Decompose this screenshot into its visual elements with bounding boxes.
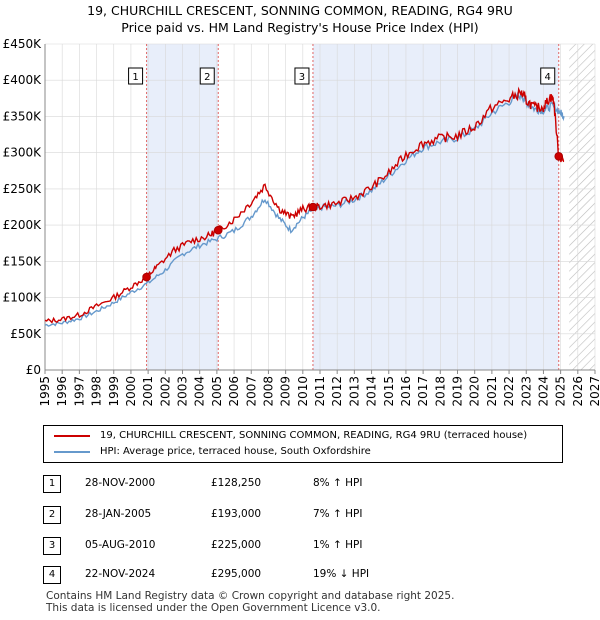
transaction-hpi-change: 1% ↑ HPI (313, 539, 363, 551)
transaction-date: 05-AUG-2010 (85, 539, 156, 551)
transaction-number: 4 (43, 566, 61, 584)
transaction-number: 3 (43, 537, 61, 555)
y-tick-label: £200K (3, 218, 43, 232)
price-chart: £0 £50K £100K £150K £200K £250K £300K £350K £400… (3, 37, 600, 407)
property-price-line (44, 86, 565, 324)
x-tick-label: 2008 (261, 376, 275, 407)
y-tick-label: £300K (3, 146, 43, 160)
legend-swatch-property (54, 435, 90, 437)
transaction-number: 1 (43, 475, 61, 493)
x-tick-label: 1999 (107, 376, 121, 407)
x-tick-label: 2002 (158, 376, 172, 407)
transaction-row: 4 22-NOV-2024 £295,000 19% ↓ HPI (43, 561, 563, 589)
sale-point (308, 202, 318, 212)
y-tick-label: £150K (3, 254, 43, 268)
x-tick-label: 2021 (485, 376, 499, 407)
x-tick-label: 1997 (72, 376, 86, 407)
x-tick-label: 2019 (451, 376, 465, 407)
transaction-price: £225,000 (211, 539, 262, 551)
x-tick-label: 2014 (365, 376, 379, 407)
transaction-hpi-change: 7% ↑ HPI (313, 508, 363, 520)
x-tick-label: 2017 (416, 376, 430, 407)
y-tick-label: £250K (3, 182, 43, 196)
sale-label-box (199, 67, 215, 85)
x-tick-label: 2000 (124, 376, 138, 407)
x-tick-label: 2011 (313, 376, 327, 407)
x-tick-label: 2016 (399, 376, 413, 407)
x-tick-label: 2006 (227, 376, 241, 407)
sale-label-number: 4 (545, 72, 551, 83)
x-tick-label: 2007 (244, 376, 258, 407)
transaction-price: £193,000 (211, 508, 262, 520)
x-tick-label: 2009 (279, 376, 293, 407)
transaction-row: 2 28-JAN-2005 £193,000 7% ↑ HPI (43, 501, 563, 529)
x-tick-label: 2027 (588, 376, 600, 407)
legend-swatch-hpi (54, 451, 90, 453)
transaction-hpi-change: 19% ↓ HPI (313, 568, 370, 580)
sale-point (213, 225, 223, 235)
sale-point (554, 151, 564, 161)
transaction-date: 22-NOV-2024 (85, 568, 156, 580)
x-tick-label: 1998 (90, 376, 104, 407)
x-tick-label: 2010 (296, 376, 310, 407)
x-tick-label: 2024 (536, 376, 550, 407)
x-tick-label: 2005 (210, 376, 224, 407)
x-tick-label: 2018 (433, 376, 447, 407)
footer-attribution: Contains HM Land Registry data © Crown c… (46, 590, 455, 614)
x-tick-label: 2020 (468, 376, 482, 407)
transaction-row: 3 05-AUG-2010 £225,000 1% ↑ HPI (43, 532, 563, 560)
future-hatch-area (569, 44, 595, 370)
x-tick-label: 2004 (193, 376, 207, 407)
y-tick-label: £50K (10, 327, 42, 341)
x-tick-label: 1995 (38, 376, 52, 407)
transaction-price: £128,250 (211, 477, 262, 489)
sale-label-box (540, 67, 556, 85)
y-tick-label: £0 (26, 363, 41, 377)
sale-label-number: 2 (204, 72, 210, 83)
transaction-date: 28-JAN-2005 (85, 508, 152, 520)
transaction-date: 28-NOV-2000 (85, 477, 156, 489)
sale-point (142, 272, 151, 282)
x-tick-label: 1996 (55, 376, 69, 407)
x-tick-label: 2022 (502, 376, 516, 407)
sale-label-number: 3 (299, 72, 305, 83)
transaction-hpi-change: 8% ↑ HPI (313, 477, 363, 489)
chart-title-line-1: 19, CHURCHILL CRESCENT, SONNING COMMON, … (87, 3, 513, 18)
y-tick-label: £400K (3, 73, 43, 87)
sale-label-box (294, 67, 310, 85)
transaction-row: 1 28-NOV-2000 £128,250 8% ↑ HPI (43, 470, 563, 498)
x-tick-label: 2023 (519, 376, 533, 407)
legend-label-hpi: HPI: Average price, terraced house, Sout… (100, 446, 371, 457)
chart-legend: 19, CHURCHILL CRESCENT, SONNING COMMON, … (43, 425, 563, 463)
legend-label-property: 19, CHURCHILL CRESCENT, SONNING COMMON, … (100, 430, 528, 441)
y-tick-label: £350K (3, 109, 43, 123)
transaction-number: 2 (43, 506, 61, 524)
sale-label-box (128, 67, 144, 85)
transaction-price: £295,000 (211, 568, 262, 580)
x-tick-label: 2015 (382, 376, 396, 407)
x-tick-label: 2025 (554, 376, 568, 407)
x-tick-label: 2026 (571, 376, 585, 407)
y-tick-label: £450K (3, 37, 43, 51)
x-tick-label: 2013 (347, 376, 361, 407)
x-tick-label: 2003 (176, 376, 190, 407)
x-tick-label: 2001 (141, 376, 155, 407)
sale-label-number: 1 (132, 72, 138, 83)
chart-title-line-2: Price paid vs. HM Land Registry's House … (121, 20, 479, 35)
y-tick-label: £100K (3, 291, 43, 305)
x-tick-label: 2012 (330, 376, 344, 407)
